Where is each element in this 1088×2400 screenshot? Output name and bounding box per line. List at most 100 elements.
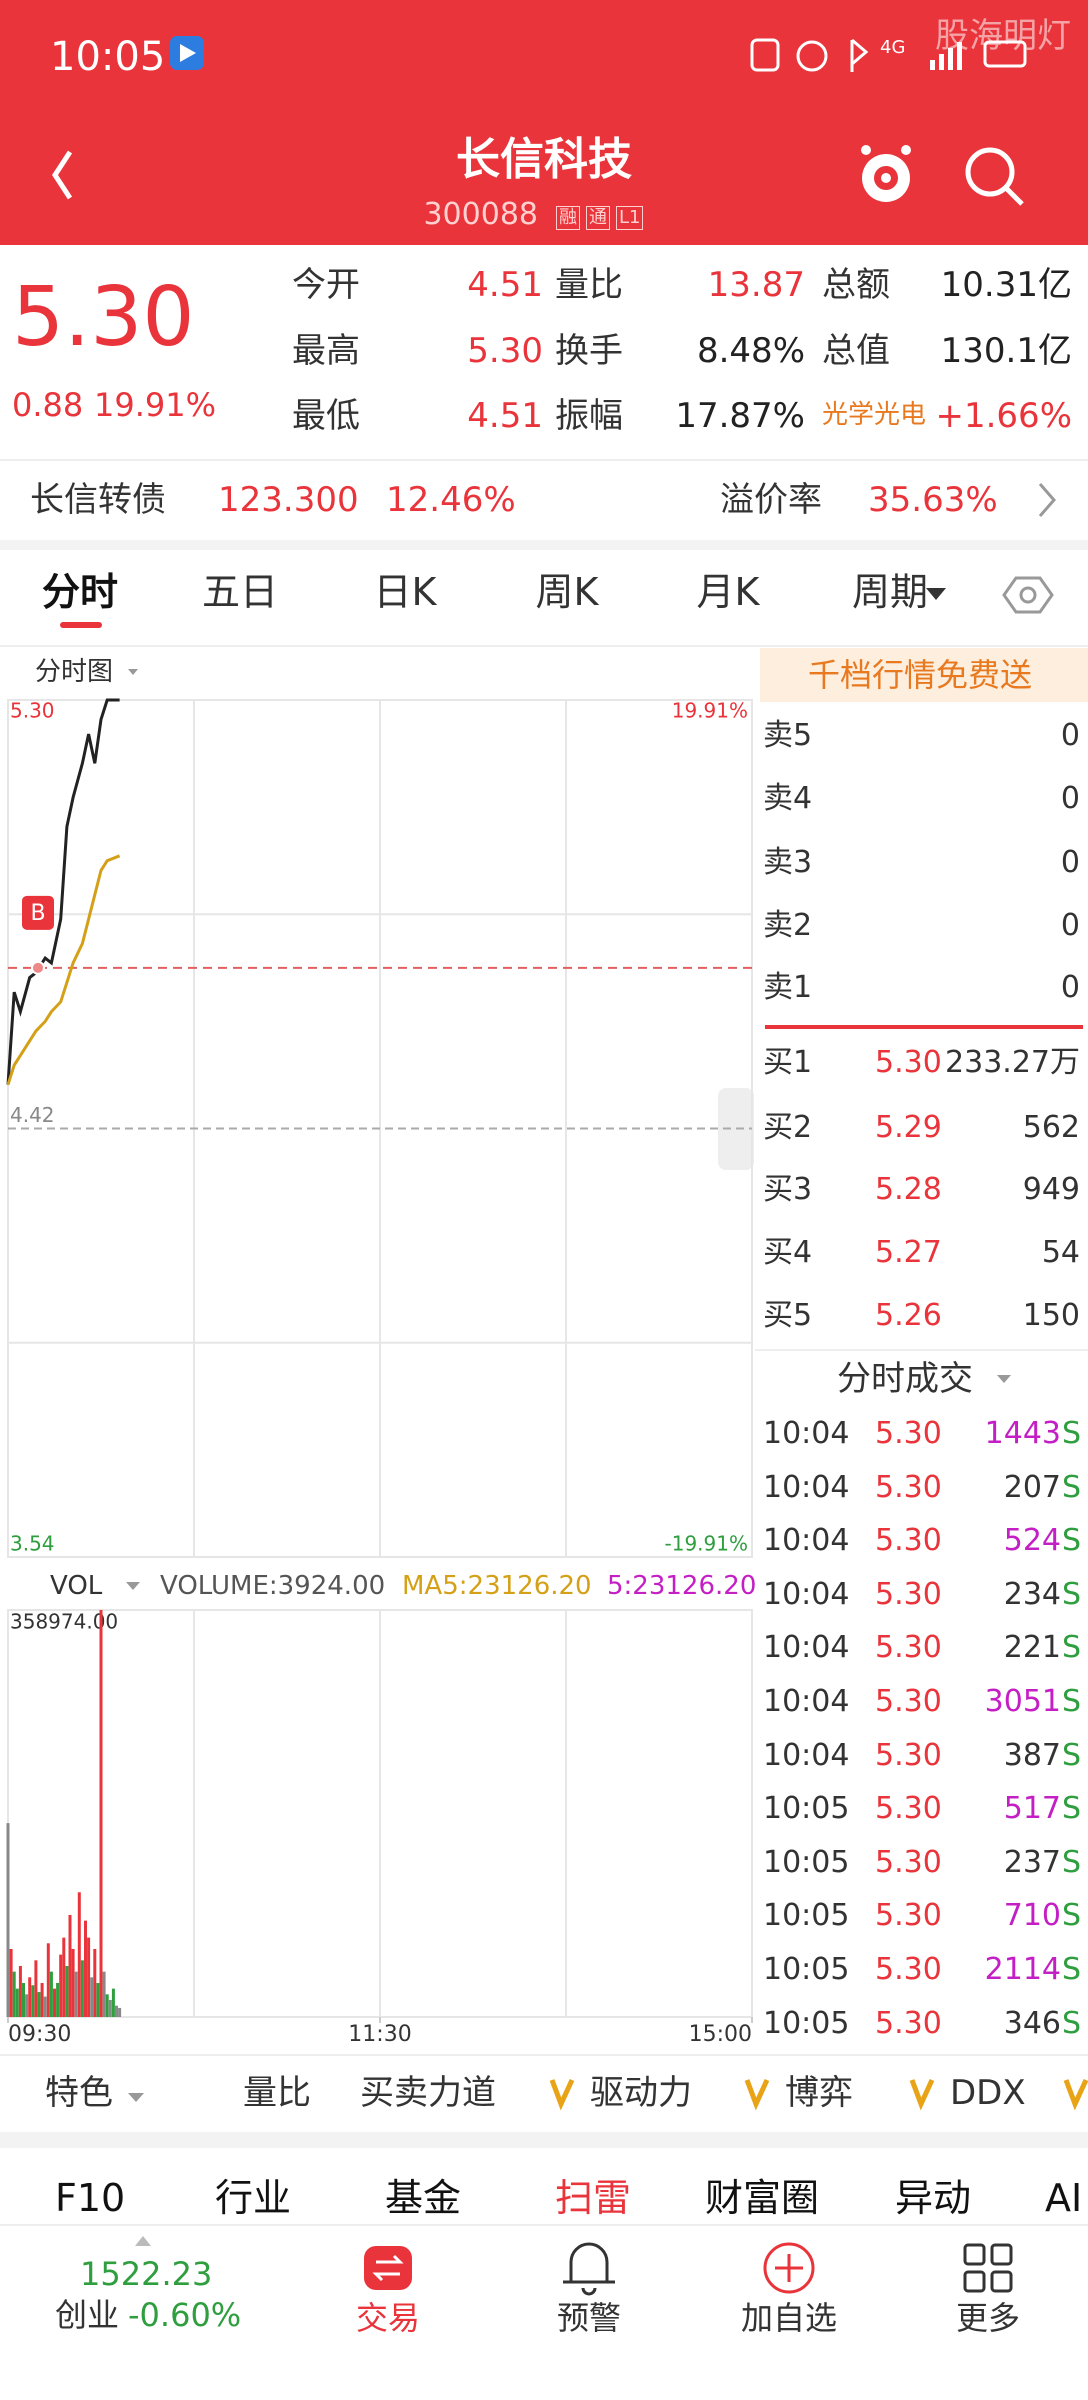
field-label: 振幅: [555, 395, 623, 436]
dropdown-arrow[interactable]: [128, 2093, 144, 2102]
volume-bar: [87, 1937, 91, 2017]
indicator-name[interactable]: VOL: [50, 1571, 103, 1602]
tab[interactable]: 日K: [373, 570, 437, 615]
volume-bar: [99, 1610, 103, 2017]
sub-tab[interactable]: 行业: [215, 2176, 292, 2221]
x-tick-label: 09:30: [8, 2022, 71, 2047]
trade-icon[interactable]: [364, 2246, 412, 2290]
y2-tick-label: -19.91%: [665, 1532, 748, 1556]
tab[interactable]: 五日: [201, 570, 279, 615]
trade-price: 5.30: [875, 1630, 942, 1666]
v-icon: [744, 2078, 770, 2111]
code-tag: 融: [556, 206, 580, 230]
volume-bar: [15, 1988, 19, 2017]
y2-tick-label: 19.91%: [672, 699, 748, 723]
change: 0.88: [12, 385, 84, 424]
sub-tab[interactable]: 扫雷: [555, 2176, 632, 2221]
indicator-tab[interactable]: 买卖力道: [360, 2072, 496, 2113]
v-icon: [909, 2078, 935, 2111]
indicator-tab[interactable]: 博弈: [785, 2072, 853, 2113]
trade-volume: 2114: [984, 1952, 1061, 1987]
buy-badge: [22, 895, 54, 930]
tab[interactable]: 月K: [696, 570, 760, 615]
ma5b-label: 5:23126.20: [607, 1571, 757, 1602]
chevron[interactable]: [1038, 483, 1056, 517]
field-value: 8.48%: [696, 330, 805, 371]
ask-qty: 0: [1060, 845, 1080, 880]
ma5-label: MA5:23126.20: [402, 1571, 592, 1602]
dropdown-arrow[interactable]: [128, 669, 138, 675]
search-button[interactable]: [965, 147, 1024, 206]
back-button[interactable]: [52, 150, 73, 200]
trade-time: 10:04: [763, 1576, 850, 1612]
book-divider: [765, 1025, 1083, 1029]
bond-price: 123.300: [218, 479, 359, 520]
nav-item[interactable]: 预警: [556, 2298, 622, 2337]
volume-bar: [105, 1994, 109, 2017]
more-icon[interactable]: [963, 2243, 1013, 2293]
trade-time: 10:05: [763, 2005, 850, 2041]
ask-qty: 0: [1060, 908, 1080, 943]
volume-bar: [65, 1965, 69, 2017]
bid-label: 买4: [763, 1235, 813, 1270]
tab[interactable]: 周期: [851, 570, 929, 615]
ask-label: 卖1: [763, 970, 813, 1005]
field-label: 量比: [555, 264, 623, 305]
nav-item[interactable]: 交易: [355, 2298, 421, 2337]
sub-tab[interactable]: 异动: [895, 2176, 972, 2221]
sub-tab[interactable]: 财富圈: [705, 2176, 820, 2221]
change-pct: 19.91%: [94, 385, 217, 424]
indicator-tab[interactable]: DDX: [950, 2072, 1026, 2113]
trade-side: S: [1062, 1469, 1082, 1505]
nav-item[interactable]: 加自选: [740, 2298, 838, 2337]
y-tick-label: 4.42: [10, 1103, 55, 1127]
volume-bar: [111, 1988, 115, 2017]
volume-bar: [84, 1920, 87, 2017]
trade-time: 10:05: [763, 1952, 850, 1987]
code-tag: 通: [586, 206, 610, 230]
indicator-tab[interactable]: 驱动力: [590, 2072, 692, 2113]
buy-badge-label: B: [30, 901, 45, 926]
indicator-tab[interactable]: 量比: [243, 2072, 311, 2113]
volume-bar: [12, 1971, 16, 2017]
index-arrow: [135, 2236, 151, 2246]
trade-side: S: [1062, 1737, 1082, 1773]
book-banner[interactable]: 千档行情免费送: [807, 655, 1033, 694]
tab[interactable]: 周K: [535, 570, 599, 615]
volume-bar: [77, 1892, 81, 2017]
nav-item[interactable]: 更多: [955, 2298, 1021, 2337]
bid-price: 5.29: [875, 1110, 942, 1145]
trade-time: 10:04: [763, 1469, 850, 1505]
volume-label: VOLUME:3924.00: [160, 1571, 386, 1602]
trade-time: 10:04: [763, 1684, 850, 1719]
mascot-icon[interactable]: [861, 145, 911, 202]
trade-side: S: [1062, 1952, 1082, 1987]
sub-tab[interactable]: AI: [1045, 2176, 1083, 2221]
trade-volume: 207: [1003, 1469, 1061, 1505]
trade-volume: 234: [1003, 1576, 1061, 1612]
trade-time: 10:04: [763, 1630, 850, 1666]
bond-name: 长信转债: [30, 479, 166, 520]
volume-bar: [62, 1937, 66, 2017]
dropdown-arrow[interactable]: [997, 1375, 1011, 1383]
x-tick-label: 15:00: [689, 2022, 752, 2047]
volume-bar: [40, 1982, 44, 2017]
tab[interactable]: 分时: [41, 570, 119, 615]
trade-side: S: [1062, 1416, 1082, 1451]
sub-tab[interactable]: 基金: [385, 2176, 462, 2221]
alert-icon[interactable]: [563, 2242, 615, 2296]
sub-tab[interactable]: F10: [55, 2176, 126, 2221]
trades-title[interactable]: 分时成交: [837, 1358, 973, 1399]
settings-icon[interactable]: [1002, 576, 1054, 614]
indicator-tab[interactable]: 特色: [45, 2072, 113, 2113]
add-icon[interactable]: [763, 2242, 815, 2294]
trade-side: S: [1062, 1791, 1082, 1827]
chart-label[interactable]: 分时图: [35, 657, 114, 688]
trade-volume: 221: [1003, 1630, 1061, 1666]
bid-qty: 949: [1022, 1172, 1080, 1207]
index-name: 创业: [55, 2295, 120, 2334]
y-tick-label: 3.54: [10, 1532, 55, 1556]
v-icon: [1063, 2078, 1088, 2111]
volume-bar: [9, 1948, 13, 2017]
